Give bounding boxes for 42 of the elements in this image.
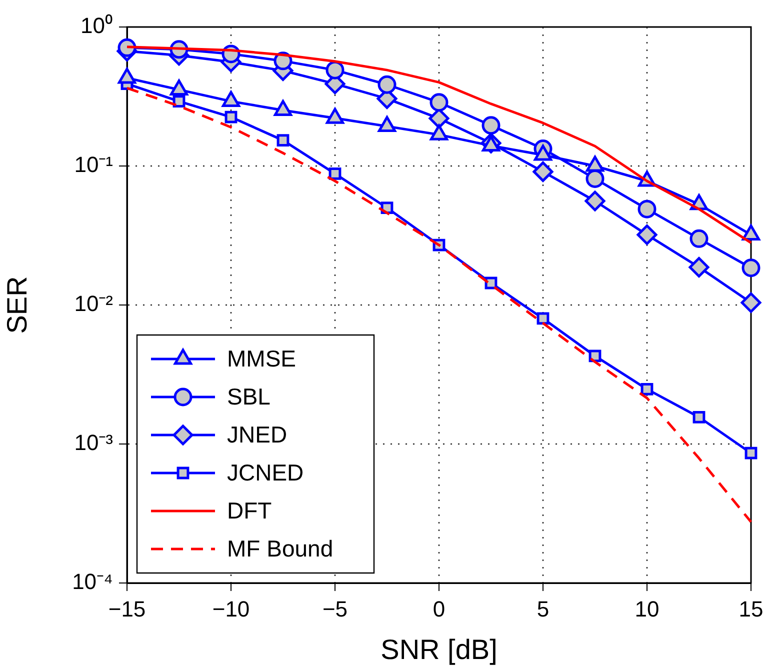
point bbox=[378, 75, 396, 94]
point bbox=[740, 292, 762, 313]
y-axis-title: SER bbox=[2, 276, 33, 334]
point bbox=[688, 256, 710, 278]
point bbox=[636, 224, 658, 246]
legend-label: MMSE bbox=[227, 345, 296, 372]
point bbox=[588, 350, 602, 362]
point bbox=[640, 382, 654, 396]
point bbox=[584, 190, 606, 212]
x-tick-label: −10 bbox=[212, 596, 250, 622]
x-axis-title: SNR [dB] bbox=[380, 634, 498, 665]
y-tick-label: 10⁰ bbox=[80, 13, 113, 38]
legend-label: DFT bbox=[227, 497, 272, 524]
point bbox=[638, 200, 656, 218]
point bbox=[482, 116, 500, 135]
x-tick-label: 15 bbox=[738, 596, 764, 622]
point bbox=[536, 312, 550, 325]
legend-label: JCNED bbox=[227, 459, 304, 486]
legend-label: MF Bound bbox=[227, 535, 334, 562]
y-tick-label: 10⁻² bbox=[74, 291, 113, 316]
point bbox=[326, 60, 344, 80]
point bbox=[744, 446, 758, 460]
x-tick-label: −15 bbox=[108, 596, 146, 622]
x-tick-label: −5 bbox=[322, 596, 348, 622]
point bbox=[430, 93, 448, 112]
x-tick-label: 0 bbox=[432, 596, 446, 622]
point bbox=[742, 258, 760, 278]
point bbox=[276, 134, 290, 147]
point bbox=[690, 229, 708, 248]
x-tick-label: 10 bbox=[634, 596, 660, 622]
y-tick-label: 10⁻³ bbox=[74, 430, 113, 456]
point bbox=[328, 168, 342, 180]
y-tick-label: 10⁻⁴ bbox=[72, 569, 113, 594]
point bbox=[118, 38, 136, 57]
point bbox=[172, 95, 186, 108]
x-tick-label: 5 bbox=[536, 596, 550, 622]
y-tick-label: 10⁻¹ bbox=[74, 152, 113, 178]
legend-label: SBL bbox=[227, 383, 271, 410]
legend-label: JNED bbox=[227, 421, 288, 448]
point bbox=[692, 410, 706, 424]
point bbox=[532, 161, 554, 182]
point bbox=[224, 110, 238, 124]
